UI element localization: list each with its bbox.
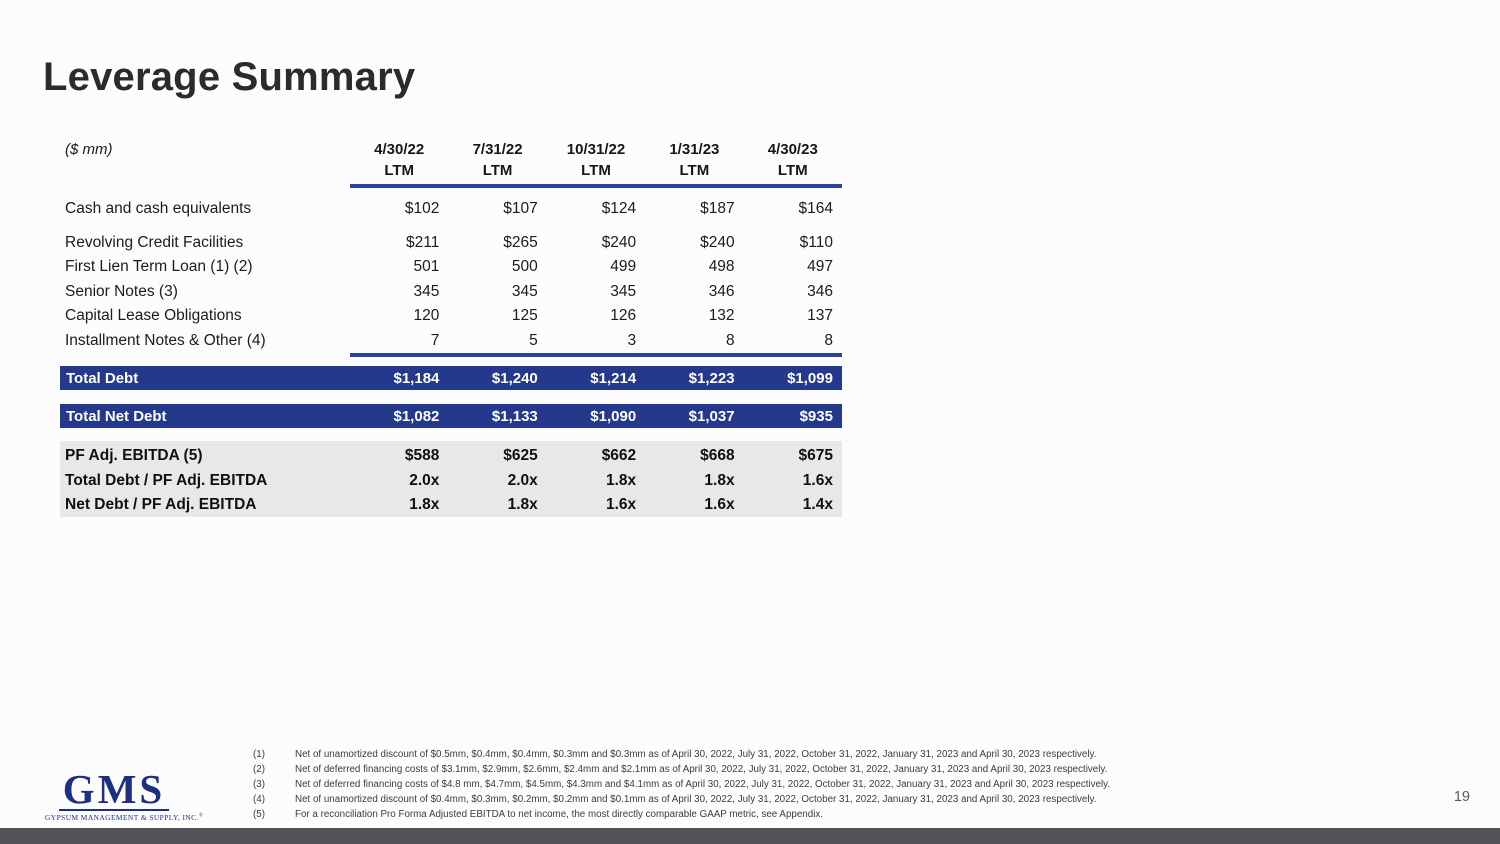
table-row: Senior Notes (3) 345 345 345 346 346 [65,282,833,300]
page-number: 19 [1453,789,1470,805]
table-row: PF Adj. EBITDA (5) $588 $625 $662 $668 $… [65,447,833,465]
footnote: (3) Net of deferred financing costs of $… [253,779,1111,791]
metrics-block: PF Adj. EBITDA (5) $588 $625 $662 $668 $… [60,441,842,517]
table-row: Capital Lease Obligations 120 125 126 13… [65,307,833,325]
gms-logo: GMS GYPSUM MANAGEMENT & SUPPLY, INC.® [45,769,204,823]
column-header: 4/30/22 LTM [374,141,425,179]
table-row: Revolving Credit Facilities $211 $265 $2… [65,234,833,252]
column-header: 7/31/22 LTM [472,141,523,179]
gms-logo-subtext: GYPSUM MANAGEMENT & SUPPLY, INC.® [45,813,204,822]
column-headers: 4/30/22 LTM 7/31/22 LTM 10/31/22 LTM 1/3… [350,139,842,181]
table-row: First Lien Term Loan (1) (2) 501 500 499… [65,258,833,276]
column-header: 4/30/23 LTM [767,141,818,179]
table-row: Cash and cash equivalents $102 $107 $124… [65,200,833,218]
table-body: Cash and cash equivalents $102 $107 $124… [60,197,842,353]
footnote: (2) Net of deferred financing costs of $… [253,764,1108,776]
table-row: Total Debt / PF Adj. EBITDA 2.0x 2.0x 1.… [65,471,833,489]
column-header: 1/31/23 LTM [669,141,720,179]
column-header: 10/31/22 LTM [566,141,626,179]
table-row: Installment Notes & Other (4) 7 5 3 8 8 [65,331,833,349]
footnote: (1) Net of unamortized discount of $0.5m… [253,749,1097,760]
table-row: Net Debt / PF Adj. EBITDA 1.8x 1.8x 1.6x… [65,495,833,513]
total-debt-bar: Total Debt $1,184 $1,240 $1,214 $1,223 $… [60,366,842,390]
header-rule [350,184,842,188]
subtotal-rule [350,353,842,357]
page-title: Leverage Summary [43,55,416,99]
footnote: (4) Net of unamortized discount of $0.4m… [253,794,1097,806]
units-label: ($ mm) [65,141,113,158]
gms-logo-text: GMS [58,769,170,811]
footnote: (5) For a reconciliation Pro Forma Adjus… [253,809,824,821]
total-net-debt-bar: Total Net Debt $1,082 $1,133 $1,090 $1,0… [60,404,842,428]
footer-bar [0,828,1500,844]
footnote-list: (1) Net of unamortized discount of $0.5m… [253,747,1253,822]
